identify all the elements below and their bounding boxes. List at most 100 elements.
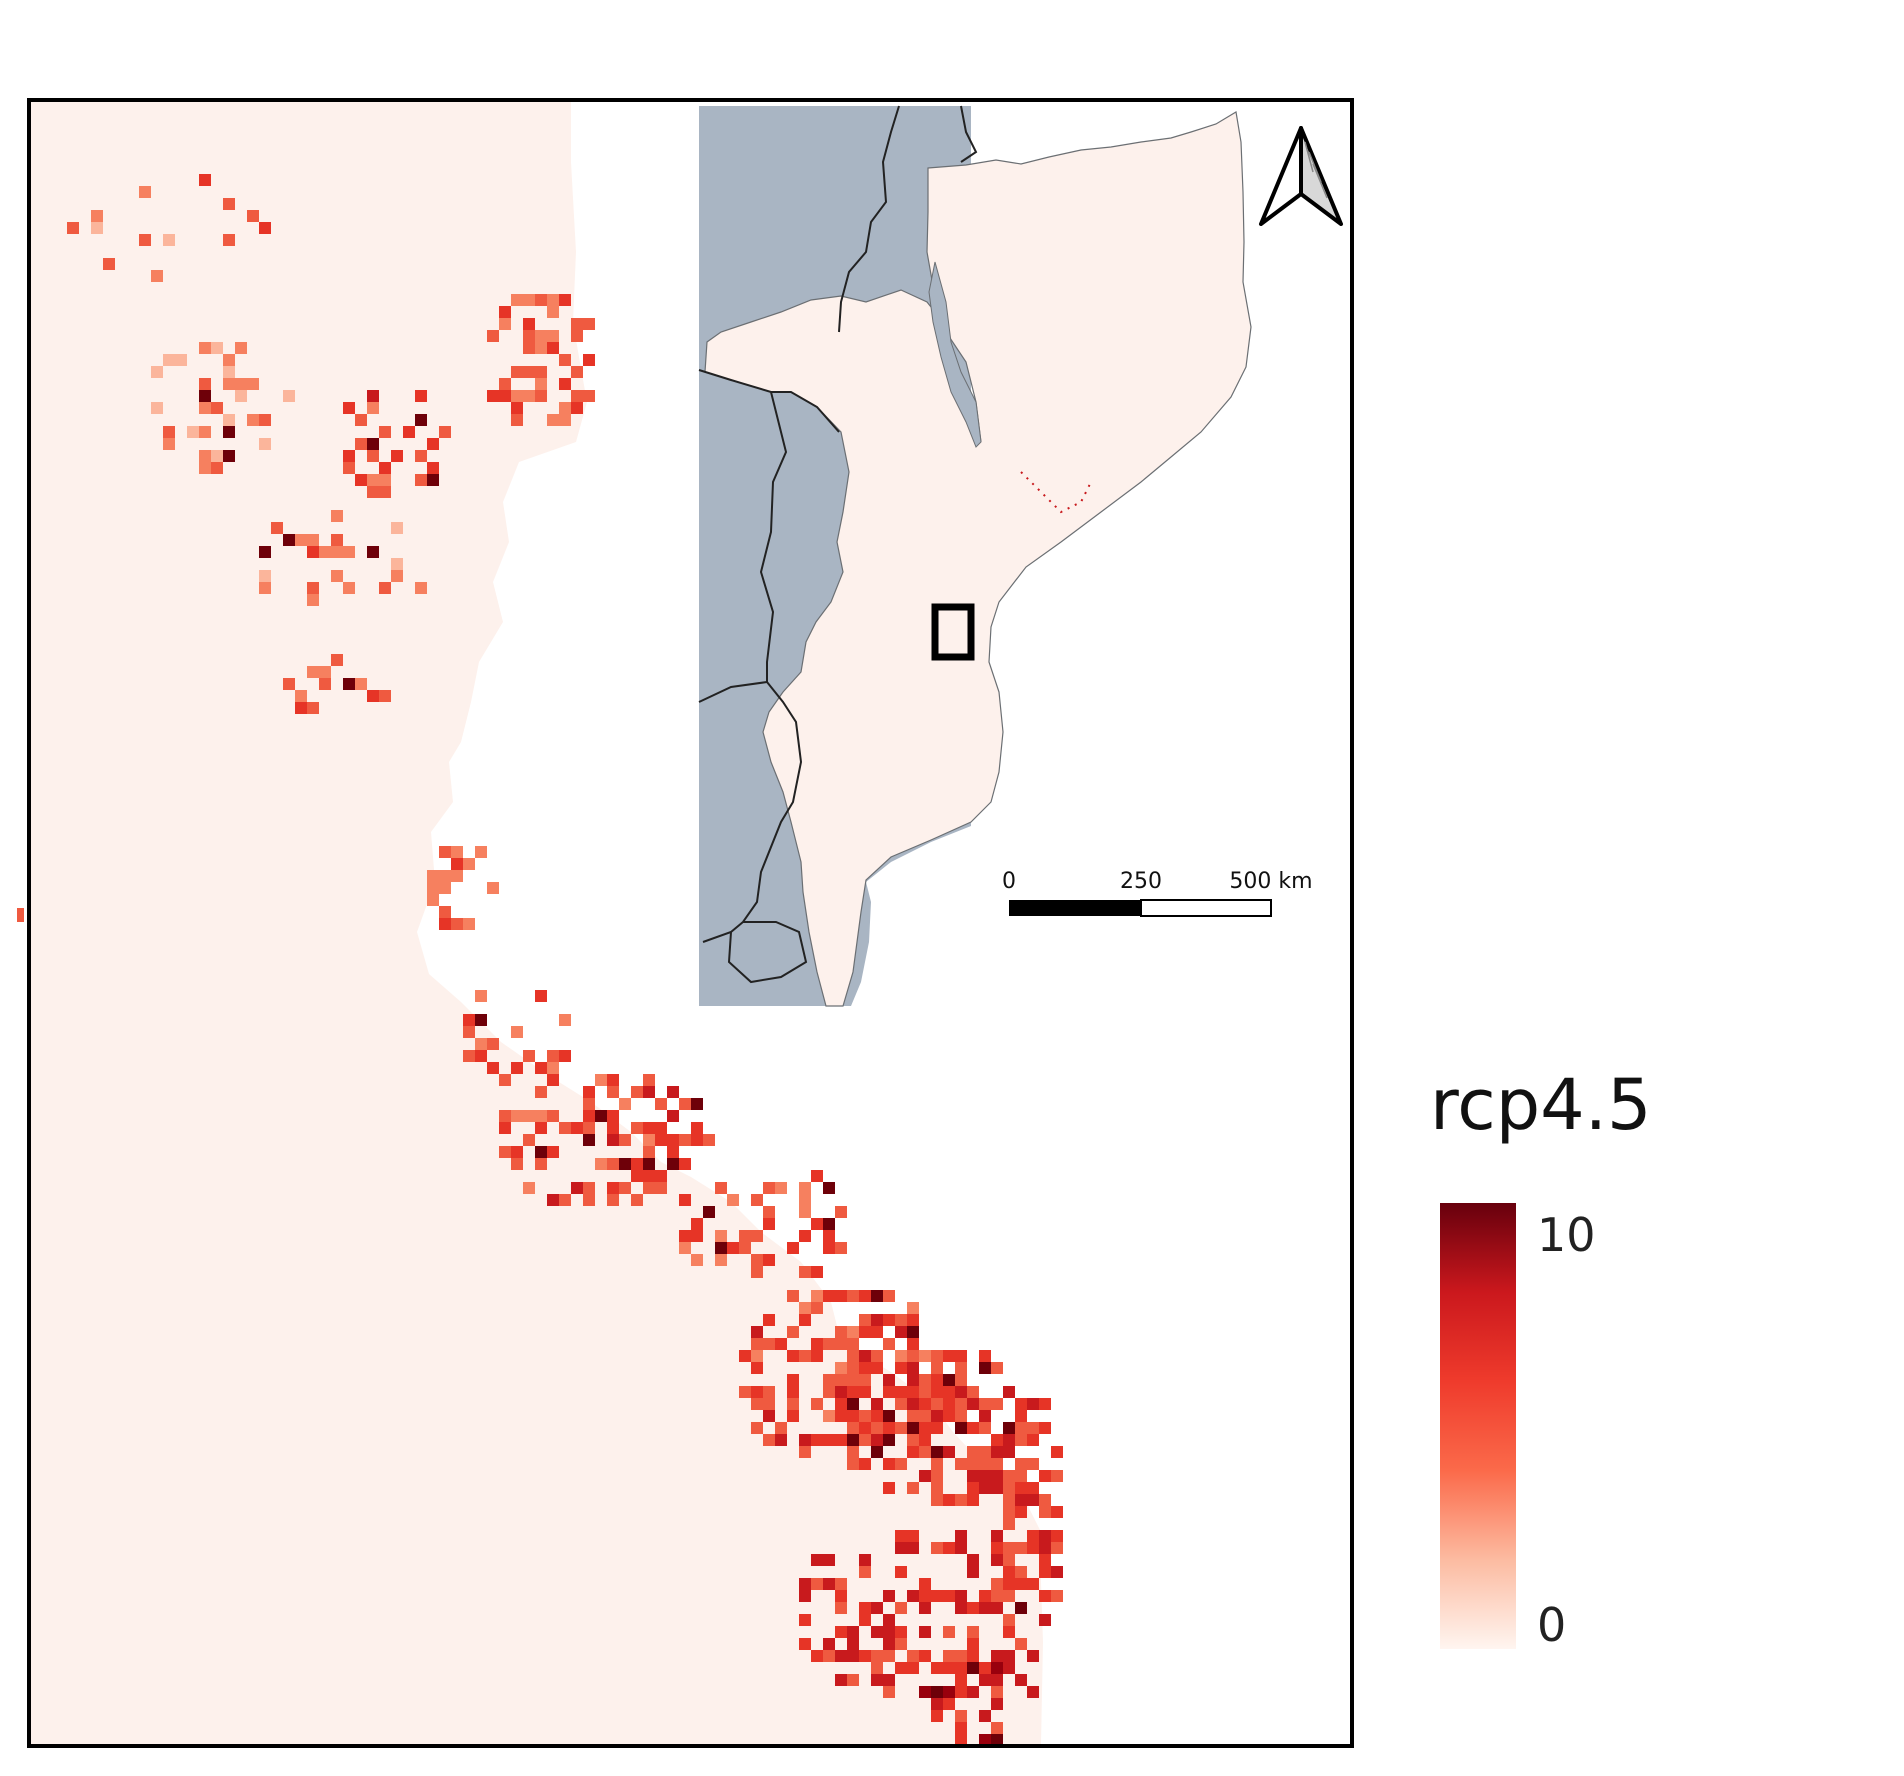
raster-cell [535, 330, 547, 342]
raster-map: 0 250 500 km [31, 102, 1346, 1744]
raster-cell [535, 1122, 547, 1134]
raster-cell [379, 462, 391, 474]
raster-cell [883, 1674, 895, 1686]
raster-cell [655, 1134, 667, 1146]
raster-cell [415, 582, 427, 594]
raster-cell [67, 222, 79, 234]
raster-cell [931, 1698, 943, 1710]
raster-cell [391, 558, 403, 570]
raster-cell [391, 450, 403, 462]
raster-cell [835, 1578, 847, 1590]
raster-cell [367, 438, 379, 450]
raster-cell [571, 1122, 583, 1134]
raster-cell [955, 1410, 967, 1422]
raster-cell [1051, 1506, 1063, 1518]
raster-cell [943, 1494, 955, 1506]
raster-cell [499, 1110, 511, 1122]
raster-cell [835, 1602, 847, 1614]
raster-cell [859, 1554, 871, 1566]
raster-cell [751, 1230, 763, 1242]
raster-cell [991, 1542, 1003, 1554]
raster-cell [859, 1434, 871, 1446]
raster-cell [931, 1410, 943, 1422]
raster-cell [1051, 1470, 1063, 1482]
raster-cell [919, 1410, 931, 1422]
raster-cell [667, 1158, 679, 1170]
raster-cell [211, 402, 223, 414]
raster-cell [979, 1662, 991, 1674]
raster-cell [871, 1350, 883, 1362]
raster-cell [931, 1494, 943, 1506]
raster-cell [895, 1566, 907, 1578]
raster-cell [571, 390, 583, 402]
raster-cell [91, 210, 103, 222]
raster-cell [1027, 1494, 1039, 1506]
raster-cell [919, 1578, 931, 1590]
raster-cell [823, 1242, 835, 1254]
raster-cell [1015, 1542, 1027, 1554]
raster-cell [319, 666, 331, 678]
inset-map: 0 250 500 km [698, 105, 1346, 1007]
raster-cell [631, 1158, 643, 1170]
raster-cell [763, 1434, 775, 1446]
raster-cell [535, 1062, 547, 1074]
raster-cell [643, 1134, 655, 1146]
raster-cell [343, 678, 355, 690]
raster-cell [907, 1374, 919, 1386]
raster-cell [931, 1362, 943, 1374]
raster-cell [1039, 1422, 1051, 1434]
raster-cell [943, 1662, 955, 1674]
raster-cell [751, 1398, 763, 1410]
raster-cell [811, 1338, 823, 1350]
raster-cell [907, 1422, 919, 1434]
raster-cell [235, 390, 247, 402]
raster-cell [955, 1398, 967, 1410]
raster-cell [871, 1314, 883, 1326]
raster-cell [295, 534, 307, 546]
raster-cell [955, 1494, 967, 1506]
raster-cell [391, 570, 403, 582]
raster-cell [259, 546, 271, 558]
raster-cell [787, 1410, 799, 1422]
raster-cell [823, 1338, 835, 1350]
raster-cell [823, 1578, 835, 1590]
raster-cell [991, 1734, 1003, 1744]
raster-cell [475, 846, 487, 858]
raster-cell [955, 1350, 967, 1362]
raster-cell [559, 1122, 571, 1134]
raster-cell [991, 1434, 1003, 1446]
raster-cell [931, 1662, 943, 1674]
raster-cell [943, 1626, 955, 1638]
raster-cell [1039, 1554, 1051, 1566]
raster-cell [391, 522, 403, 534]
raster-cell [1051, 1566, 1063, 1578]
raster-cell [943, 1386, 955, 1398]
raster-cell [511, 414, 523, 426]
raster-cell [823, 1386, 835, 1398]
raster-cell [475, 990, 487, 1002]
raster-cell [943, 1542, 955, 1554]
raster-cell [439, 918, 451, 930]
raster-cell [883, 1614, 895, 1626]
raster-cell [1027, 1398, 1039, 1410]
raster-cell [247, 414, 259, 426]
raster-cell [847, 1446, 859, 1458]
raster-cell [751, 1254, 763, 1266]
raster-cell [463, 1026, 475, 1038]
raster-cell [823, 1230, 835, 1242]
raster-cell [823, 1410, 835, 1422]
raster-cell [199, 174, 211, 186]
raster-cell [787, 1326, 799, 1338]
raster-cell [967, 1686, 979, 1698]
raster-cell [1003, 1614, 1015, 1626]
raster-cell [883, 1590, 895, 1602]
raster-cell [751, 1194, 763, 1206]
raster-cell [679, 1230, 691, 1242]
raster-cell [331, 534, 343, 546]
raster-cell [247, 210, 259, 222]
raster-cell [487, 882, 499, 894]
raster-cell [583, 390, 595, 402]
raster-cell [991, 1602, 1003, 1614]
raster-cell [859, 1374, 871, 1386]
raster-cell [979, 1398, 991, 1410]
